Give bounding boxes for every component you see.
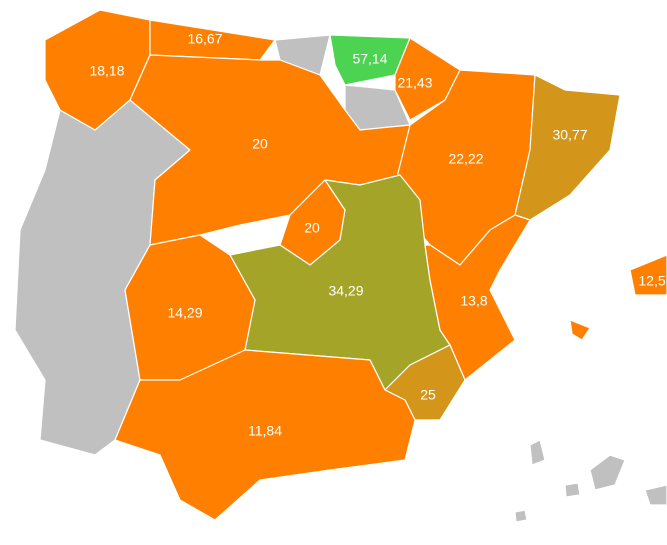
region-label: 25 [420, 387, 436, 403]
region-label: 22,22 [448, 151, 483, 167]
region-label: 57,14 [352, 51, 387, 67]
region [629, 254, 667, 296]
region-label: 13,8 [460, 293, 487, 309]
region-label: 20 [304, 220, 320, 236]
region [569, 319, 591, 341]
regions [44, 9, 667, 521]
canary-4 [644, 484, 667, 506]
canary-2 [529, 439, 546, 466]
region-label: 18,18 [89, 63, 124, 79]
region [329, 34, 411, 86]
region-label: 34,29 [328, 283, 363, 299]
background-areas [14, 34, 667, 523]
canary-1 [589, 454, 626, 491]
region-label: 16,67 [187, 31, 222, 47]
region [114, 349, 416, 521]
region-label: 20 [252, 136, 268, 152]
region-label: 12,5 [638, 273, 665, 289]
canary-5 [514, 509, 528, 523]
region [424, 214, 531, 381]
region-label: 14,29 [167, 305, 202, 321]
region [514, 74, 621, 221]
region-label: 11,84 [248, 423, 282, 439]
labels: 18,18 16,67 57,14 21,43 20 22,22 30,77 2… [89, 31, 665, 439]
region-label: 30,77 [552, 127, 587, 143]
canary-3 [564, 482, 581, 498]
region-label: 21,43 [397, 75, 432, 91]
